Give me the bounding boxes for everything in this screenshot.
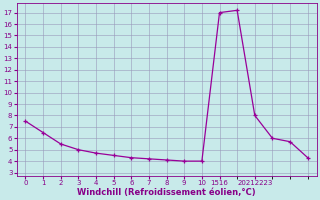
- X-axis label: Windchill (Refroidissement éolien,°C): Windchill (Refroidissement éolien,°C): [77, 188, 256, 197]
